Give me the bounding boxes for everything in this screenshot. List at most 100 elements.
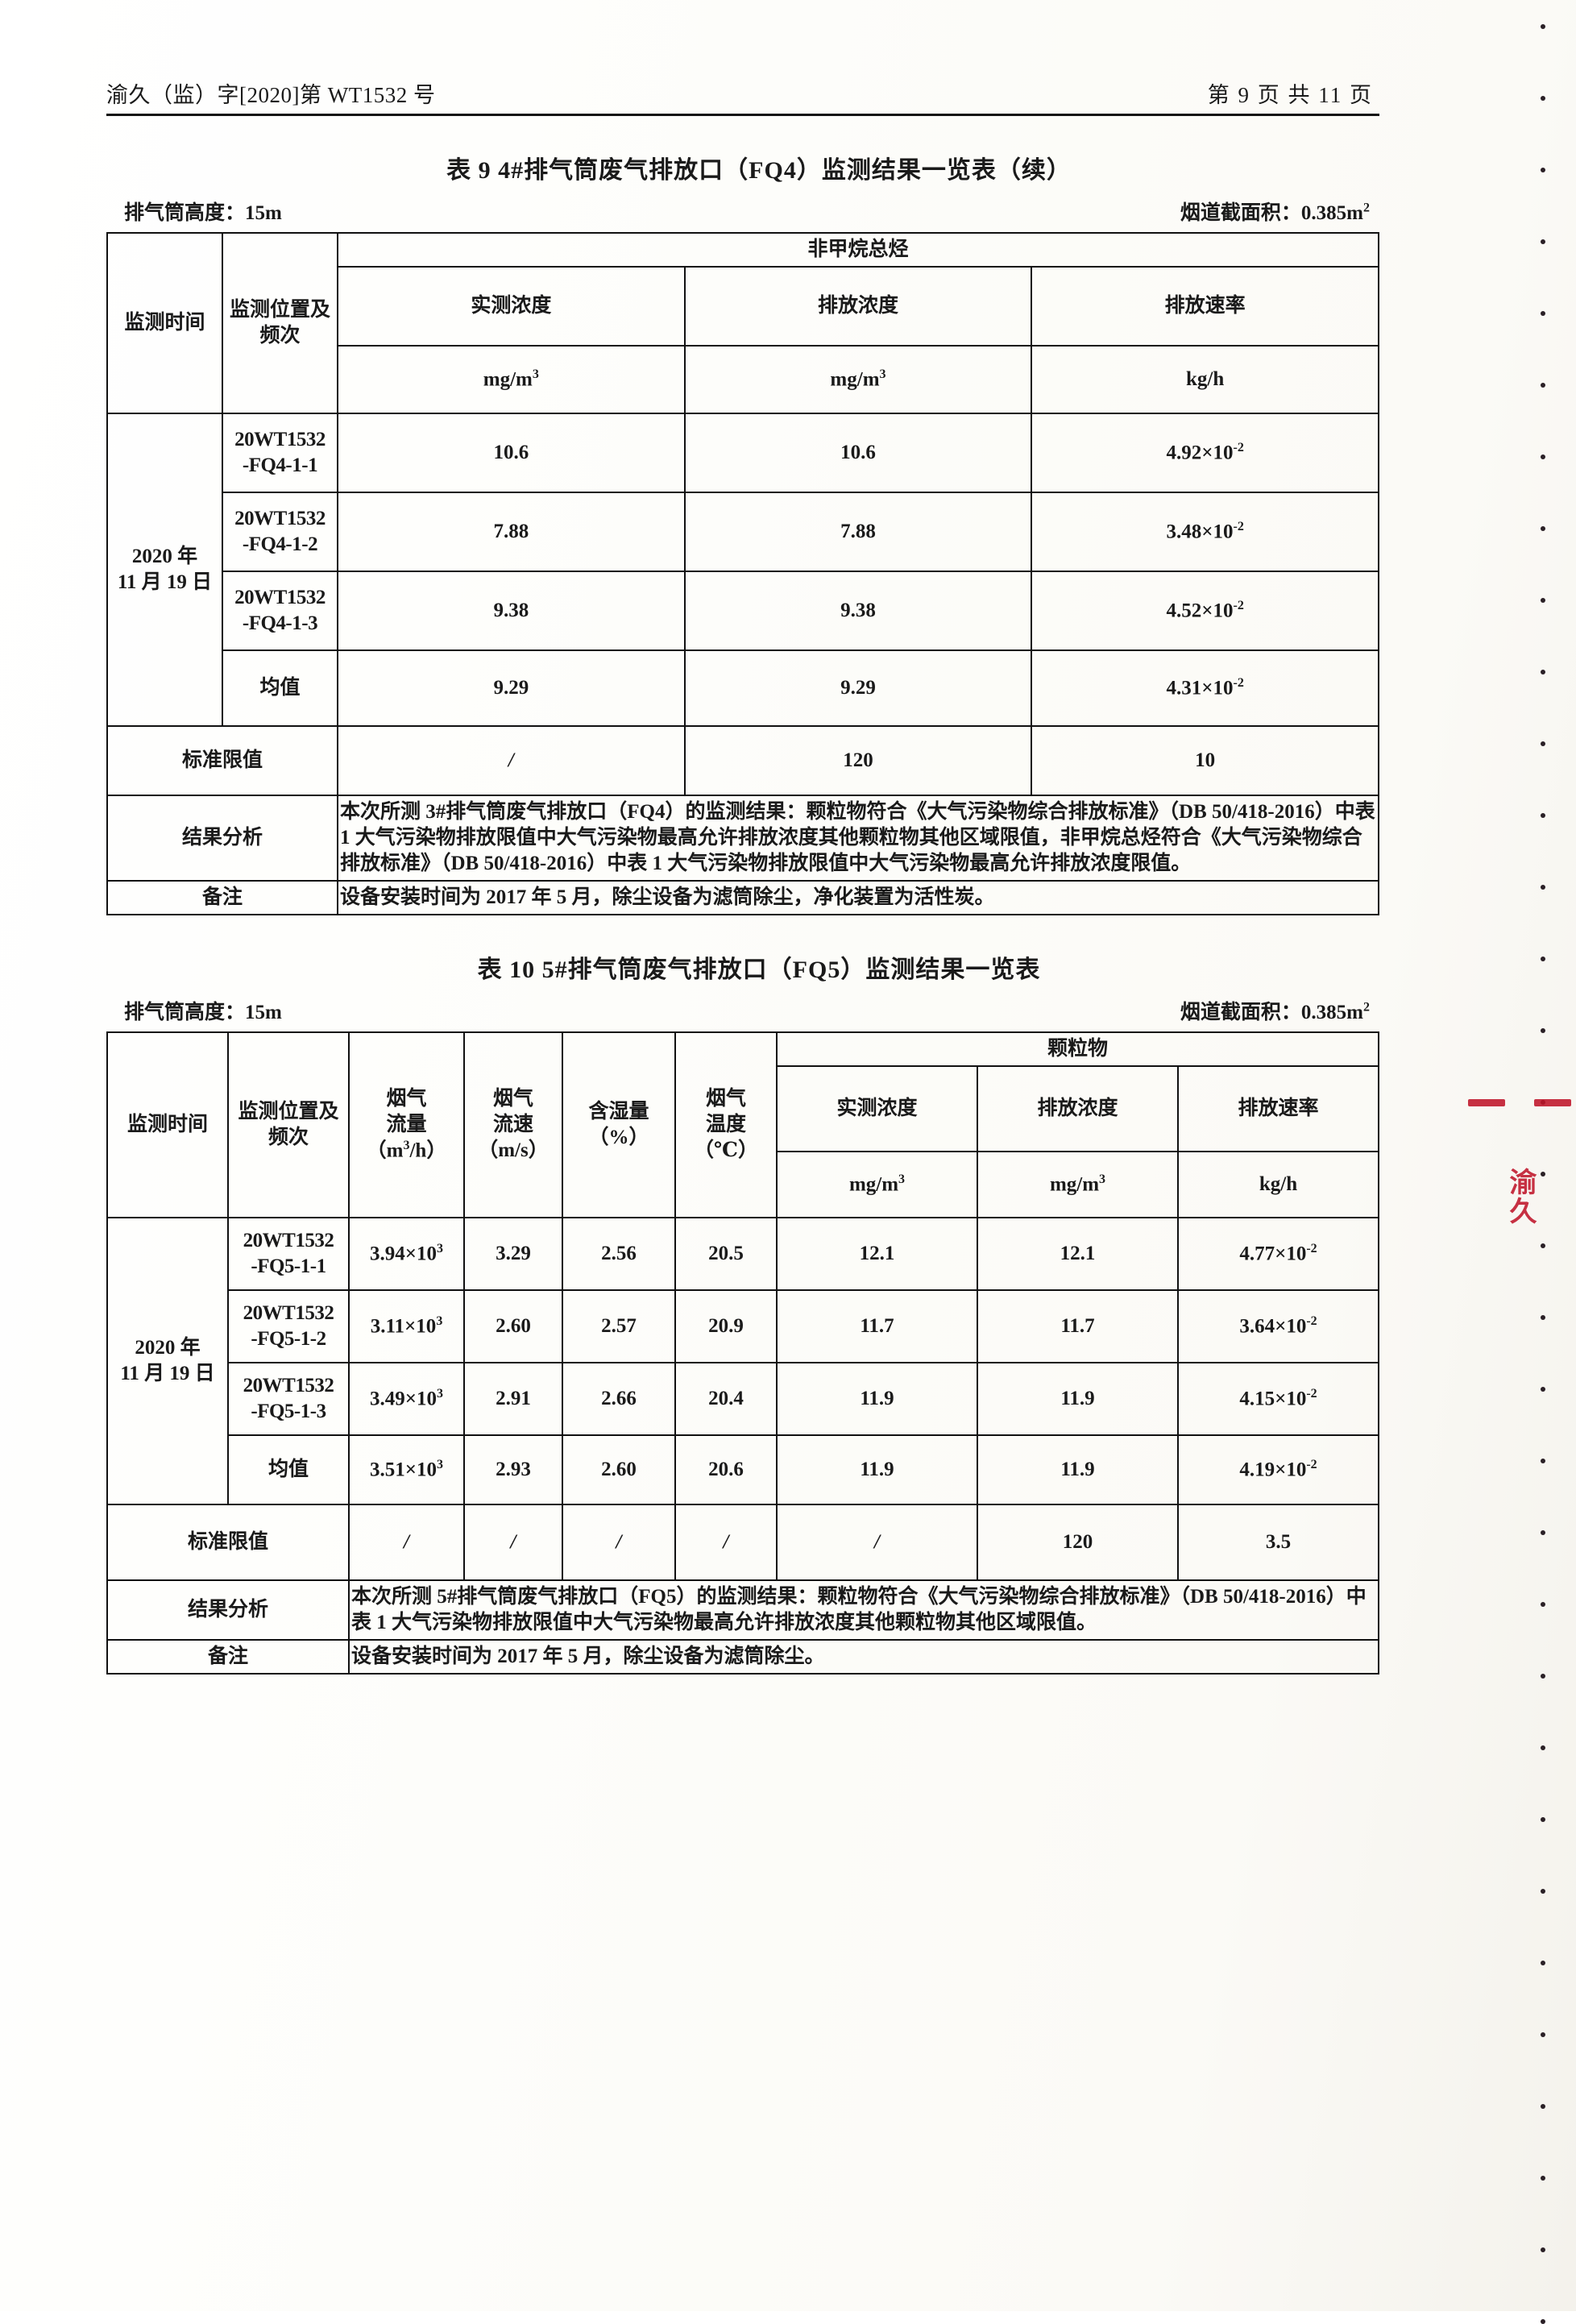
document-number: 渝久（监）字[2020]第 WT1532 号 [106, 83, 436, 107]
th-flue-gas-flow: 烟气 流量 （m3/h） [348, 1031, 465, 1218]
th-monitor-position: 监测位置及频次 [222, 232, 338, 414]
th-monitor-position: 监测位置及频次 [227, 1031, 350, 1218]
table-row: 2020 年 11 月 19 日 20WT1532 -FQ5-1-1 3.94×… [106, 1217, 1379, 1505]
cell-humidity: 2.56 [562, 1217, 676, 1291]
th-flue-gas-temperature: 烟气 温度 （℃） [674, 1031, 778, 1218]
cell-mean-humidity: 2.60 [562, 1434, 676, 1505]
table-row: 20WT1532 -FQ4-1-2 7.88 7.88 3.48×10-2 [107, 492, 1379, 572]
th-pollutant-particulate: 颗粒物 [776, 1031, 1379, 1067]
cell-analysis-label: 结果分析 [106, 1579, 350, 1641]
th-flue-gas-velocity: 烟气 流速 （m/s） [463, 1031, 563, 1218]
table-9-header-row-1: 监测时间 监测位置及频次 非甲烷总烃 [106, 232, 1379, 414]
table-9-meta: 排气筒高度：15m 烟道截面积：0.385m2 [106, 197, 1379, 232]
cell-limit-velocity: / [463, 1504, 563, 1581]
th-pollutant-nmhc: 非甲烷总烃 [337, 232, 1379, 268]
cell-mean-label: 均值 [227, 1434, 350, 1505]
cell-limit-humidity: / [562, 1504, 676, 1581]
cell-remark-label: 备注 [106, 1639, 350, 1675]
table-row-limit: 标准限值 / 120 10 [106, 725, 1379, 796]
cell-sample-id: 20WT1532 -FQ4-1-1 [222, 413, 338, 493]
cell-mean-velocity: 2.93 [463, 1434, 563, 1505]
cell-mean-temperature: 20.6 [674, 1434, 778, 1505]
th-measured-concentration: 实测浓度 [337, 266, 686, 347]
cell-emission: 9.38 [683, 571, 1033, 651]
th-monitor-time: 监测时间 [106, 1031, 229, 1218]
cell-limit-rate: 3.5 [1177, 1504, 1379, 1581]
cell-temperature: 20.4 [674, 1362, 778, 1436]
cell-limit-flow: / [348, 1504, 465, 1581]
table-row: 20WT1532 -FQ5-1-2 3.11×103 2.60 2.57 20.… [107, 1289, 1379, 1363]
cell-emission: 11.9 [977, 1362, 1179, 1436]
cell-mean-rate: 4.19×10-2 [1177, 1434, 1379, 1505]
cell-measured: 11.7 [776, 1289, 978, 1363]
table-row-analysis: 结果分析 本次所测 5#排气筒废气排放口（FQ5）的监测结果：颗粒物符合《大气污… [106, 1579, 1379, 1641]
cell-analysis-text: 本次所测 3#排气筒废气排放口（FQ4）的监测结果：颗粒物符合《大气污染物综合排… [337, 795, 1379, 882]
cell-velocity: 2.91 [463, 1362, 563, 1436]
table-row-analysis: 结果分析 本次所测 3#排气筒废气排放口（FQ4）的监测结果：颗粒物符合《大气污… [106, 795, 1379, 882]
cell-mean-measured: 11.9 [776, 1434, 978, 1505]
cell-mean-measured: 9.29 [337, 649, 686, 727]
table-10-stack-height: 排气筒高度：15m [124, 1002, 282, 1023]
cell-flow: 3.11×103 [348, 1289, 465, 1363]
cell-mean-rate: 4.31×10-2 [1031, 649, 1379, 727]
table-9-title: 表 9 4#排气筒废气排放口（FQ4）监测结果一览表（续） [446, 157, 1072, 184]
table-row-limit: 标准限值 / / / / / 120 3.5 [106, 1504, 1379, 1581]
th-monitor-time: 监测时间 [106, 232, 223, 414]
table-9-header-row-3: mg/m3 mg/m3 kg/h [107, 345, 1379, 414]
cell-temperature: 20.9 [674, 1289, 778, 1363]
th-emission-rate: 排放速率 [1177, 1065, 1379, 1152]
table-row: 20WT1532 -FQ4-1-3 9.38 9.38 4.52×10-2 [107, 571, 1379, 651]
cell-measured: 10.6 [337, 413, 686, 493]
th-measured-concentration: 实测浓度 [776, 1065, 978, 1152]
cell-limit-rate: 10 [1031, 725, 1379, 796]
table-row-mean: 均值 3.51×103 2.93 2.60 20.6 11.9 11.9 4.1… [107, 1434, 1379, 1505]
cell-analysis-label: 结果分析 [106, 795, 338, 882]
cell-measured: 11.9 [776, 1362, 978, 1436]
th-unit-rate: kg/h [1031, 345, 1379, 414]
cell-measured: 7.88 [337, 492, 686, 572]
cell-emission: 7.88 [683, 492, 1033, 572]
cell-rate: 3.48×10-2 [1031, 492, 1379, 572]
cell-rate: 4.92×10-2 [1031, 413, 1379, 493]
cell-limit-emission: 120 [977, 1504, 1179, 1581]
cell-emission: 11.7 [977, 1289, 1179, 1363]
cell-humidity: 2.66 [562, 1362, 676, 1436]
th-unit-emission: mg/m3 [683, 345, 1033, 414]
table-10-duct-area: 烟道截面积：0.385m2 [1180, 1000, 1370, 1023]
cell-sample-id: 20WT1532 -FQ4-1-3 [222, 571, 338, 651]
th-unit-emission: mg/m3 [977, 1151, 1179, 1218]
cell-analysis-text: 本次所测 5#排气筒废气排放口（FQ5）的监测结果：颗粒物符合《大气污染物综合排… [348, 1579, 1379, 1641]
th-unit-measured: mg/m3 [776, 1151, 978, 1218]
page-content: 渝久（监）字[2020]第 WT1532 号 第 9 页 共 11 页 表 9 … [106, 77, 1379, 1675]
th-emission-concentration: 排放浓度 [977, 1065, 1179, 1152]
table-row-remark: 备注 设备安装时间为 2017 年 5 月，除尘设备为滤筒除尘。 [106, 1639, 1379, 1675]
cell-monitor-date: 2020 年 11 月 19 日 [106, 413, 223, 727]
table-row: 2020 年 11 月 19 日 20WT1532 -FQ4-1-1 10.6 … [106, 413, 1379, 727]
red-seal-stamp: 渝久 [1468, 1096, 1571, 1297]
cell-measured: 12.1 [776, 1217, 978, 1291]
cell-rate: 4.15×10-2 [1177, 1362, 1379, 1436]
th-emission-concentration: 排放浓度 [683, 266, 1033, 347]
table-10-header-row-2: 实测浓度 排放浓度 排放速率 [107, 1065, 1379, 1152]
cell-limit-label: 标准限值 [106, 725, 338, 796]
cell-velocity: 3.29 [463, 1217, 563, 1291]
cell-remark-text: 设备安装时间为 2017 年 5 月，除尘设备为滤筒除尘，净化装置为活性炭。 [337, 880, 1379, 915]
cell-sample-id: 20WT1532 -FQ5-1-1 [227, 1217, 350, 1291]
th-emission-rate: 排放速率 [1031, 266, 1379, 347]
cell-flow: 3.94×103 [348, 1217, 465, 1291]
cell-remark-text: 设备安装时间为 2017 年 5 月，除尘设备为滤筒除尘。 [348, 1639, 1379, 1675]
cell-velocity: 2.60 [463, 1289, 563, 1363]
cell-rate: 4.77×10-2 [1177, 1217, 1379, 1291]
table-9: 监测时间 监测位置及频次 非甲烷总烃 实测浓度 排放浓度 排放速率 mg/m3 … [106, 232, 1379, 915]
cell-humidity: 2.57 [562, 1289, 676, 1363]
cell-temperature: 20.5 [674, 1217, 778, 1291]
cell-limit-emission: 120 [683, 725, 1033, 796]
cell-mean-flow: 3.51×103 [348, 1434, 465, 1505]
cell-rate: 4.52×10-2 [1031, 571, 1379, 651]
cell-emission: 10.6 [683, 413, 1033, 493]
cell-sample-id: 20WT1532 -FQ5-1-2 [227, 1289, 350, 1363]
cell-flow: 3.49×103 [348, 1362, 465, 1436]
table-9-header-row-2: 实测浓度 排放浓度 排放速率 [107, 266, 1379, 347]
cell-mean-label: 均值 [222, 649, 338, 727]
